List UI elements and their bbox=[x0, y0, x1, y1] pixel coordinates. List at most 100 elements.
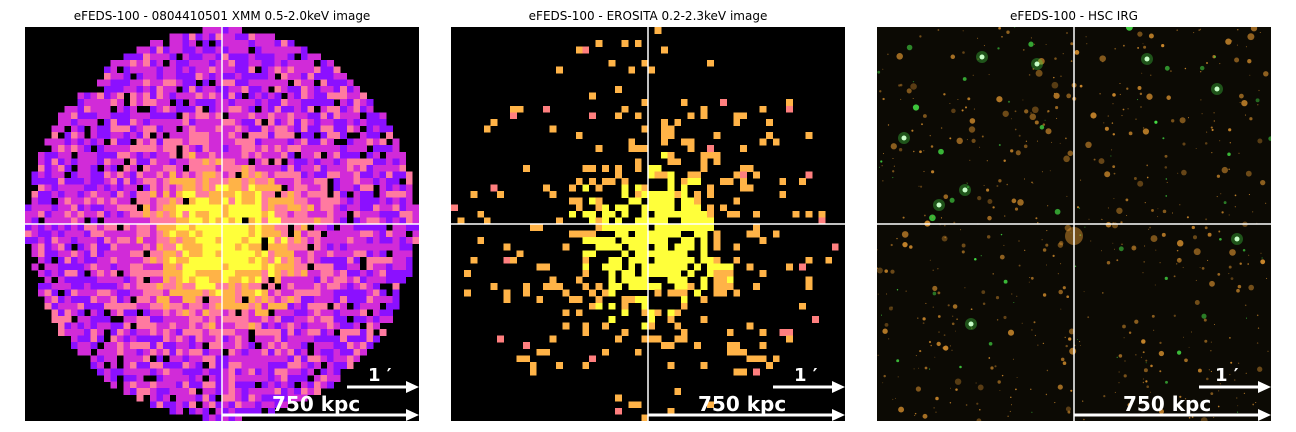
pixel bbox=[267, 401, 275, 409]
source bbox=[996, 185, 999, 187]
pixel bbox=[373, 250, 380, 258]
pixel bbox=[313, 289, 321, 297]
pixel bbox=[340, 92, 348, 100]
pixel bbox=[208, 302, 216, 310]
source bbox=[1151, 314, 1155, 318]
pixel bbox=[90, 164, 98, 172]
pixel bbox=[248, 132, 256, 139]
pixel bbox=[189, 309, 197, 317]
source bbox=[1171, 119, 1175, 123]
pixel bbox=[215, 191, 223, 199]
pixel bbox=[123, 197, 131, 205]
source bbox=[1034, 334, 1036, 337]
source bbox=[1127, 108, 1129, 110]
pixel bbox=[215, 230, 223, 238]
pixel bbox=[700, 217, 708, 225]
pixel bbox=[287, 66, 295, 74]
pixel bbox=[405, 178, 413, 185]
pixel bbox=[615, 164, 623, 172]
pixel bbox=[340, 125, 348, 133]
pixel bbox=[340, 79, 348, 87]
source bbox=[1237, 29, 1239, 31]
source bbox=[879, 90, 882, 93]
source bbox=[1228, 273, 1230, 275]
pixel bbox=[274, 46, 282, 54]
pixel bbox=[726, 283, 734, 290]
pixel bbox=[254, 296, 262, 304]
pixel bbox=[294, 388, 302, 396]
arcmin-scale-arrowhead bbox=[406, 381, 419, 393]
pixel bbox=[123, 348, 131, 356]
pixel bbox=[261, 217, 269, 225]
pixel bbox=[615, 256, 623, 264]
pixel bbox=[176, 388, 183, 396]
pixel bbox=[267, 224, 275, 231]
source bbox=[1234, 194, 1237, 197]
pixel bbox=[208, 204, 216, 212]
pixel bbox=[182, 224, 190, 231]
pixel bbox=[529, 361, 537, 369]
pixel bbox=[366, 112, 374, 120]
pixel bbox=[726, 178, 734, 185]
source bbox=[877, 267, 878, 269]
pixel bbox=[628, 256, 636, 264]
pixel bbox=[169, 145, 177, 153]
source bbox=[1186, 216, 1189, 219]
pixel bbox=[294, 171, 302, 179]
pixel bbox=[235, 375, 242, 382]
pixel bbox=[57, 230, 65, 238]
pixel bbox=[110, 381, 118, 389]
pixel bbox=[156, 40, 164, 47]
source bbox=[1041, 239, 1043, 241]
pixel bbox=[307, 191, 315, 199]
pixel bbox=[313, 230, 321, 238]
pixel bbox=[97, 250, 105, 258]
pixel bbox=[208, 309, 216, 317]
source bbox=[1064, 336, 1066, 339]
pixel bbox=[169, 72, 177, 80]
pixel bbox=[287, 132, 295, 139]
pixel bbox=[680, 276, 688, 284]
pixel bbox=[602, 204, 609, 212]
pixel bbox=[366, 178, 374, 185]
pixel bbox=[235, 27, 242, 34]
pixel bbox=[386, 309, 394, 317]
pixel bbox=[267, 283, 275, 290]
pixel bbox=[281, 355, 288, 363]
source bbox=[1018, 240, 1020, 242]
pixel bbox=[70, 256, 78, 264]
pixel bbox=[307, 66, 315, 74]
pixel bbox=[77, 132, 85, 139]
pixel bbox=[307, 210, 315, 218]
pixel bbox=[156, 125, 164, 133]
source bbox=[1042, 123, 1046, 126]
pixel bbox=[90, 217, 98, 225]
source bbox=[1041, 171, 1043, 173]
pixel bbox=[130, 335, 137, 343]
pixel bbox=[588, 210, 596, 218]
pixel bbox=[281, 283, 288, 290]
pixel bbox=[333, 289, 341, 297]
pixel bbox=[44, 224, 52, 231]
pixel bbox=[64, 112, 72, 120]
pixel bbox=[182, 269, 190, 277]
pixel bbox=[189, 112, 197, 120]
pixel bbox=[287, 138, 295, 146]
pixel bbox=[77, 302, 85, 310]
pixel bbox=[300, 335, 308, 343]
pixel bbox=[392, 250, 400, 258]
pixel-layer bbox=[451, 27, 839, 421]
pixel bbox=[320, 158, 328, 166]
pixel bbox=[103, 276, 111, 284]
pixel bbox=[90, 210, 98, 218]
pixel bbox=[634, 197, 642, 205]
pixel bbox=[261, 355, 269, 363]
pixel bbox=[64, 197, 72, 205]
pixel bbox=[149, 138, 157, 146]
source bbox=[961, 109, 964, 112]
pixel bbox=[628, 197, 636, 205]
pixel bbox=[359, 138, 367, 146]
pixel bbox=[346, 171, 354, 179]
source bbox=[1221, 211, 1224, 214]
pixel bbox=[294, 283, 302, 290]
